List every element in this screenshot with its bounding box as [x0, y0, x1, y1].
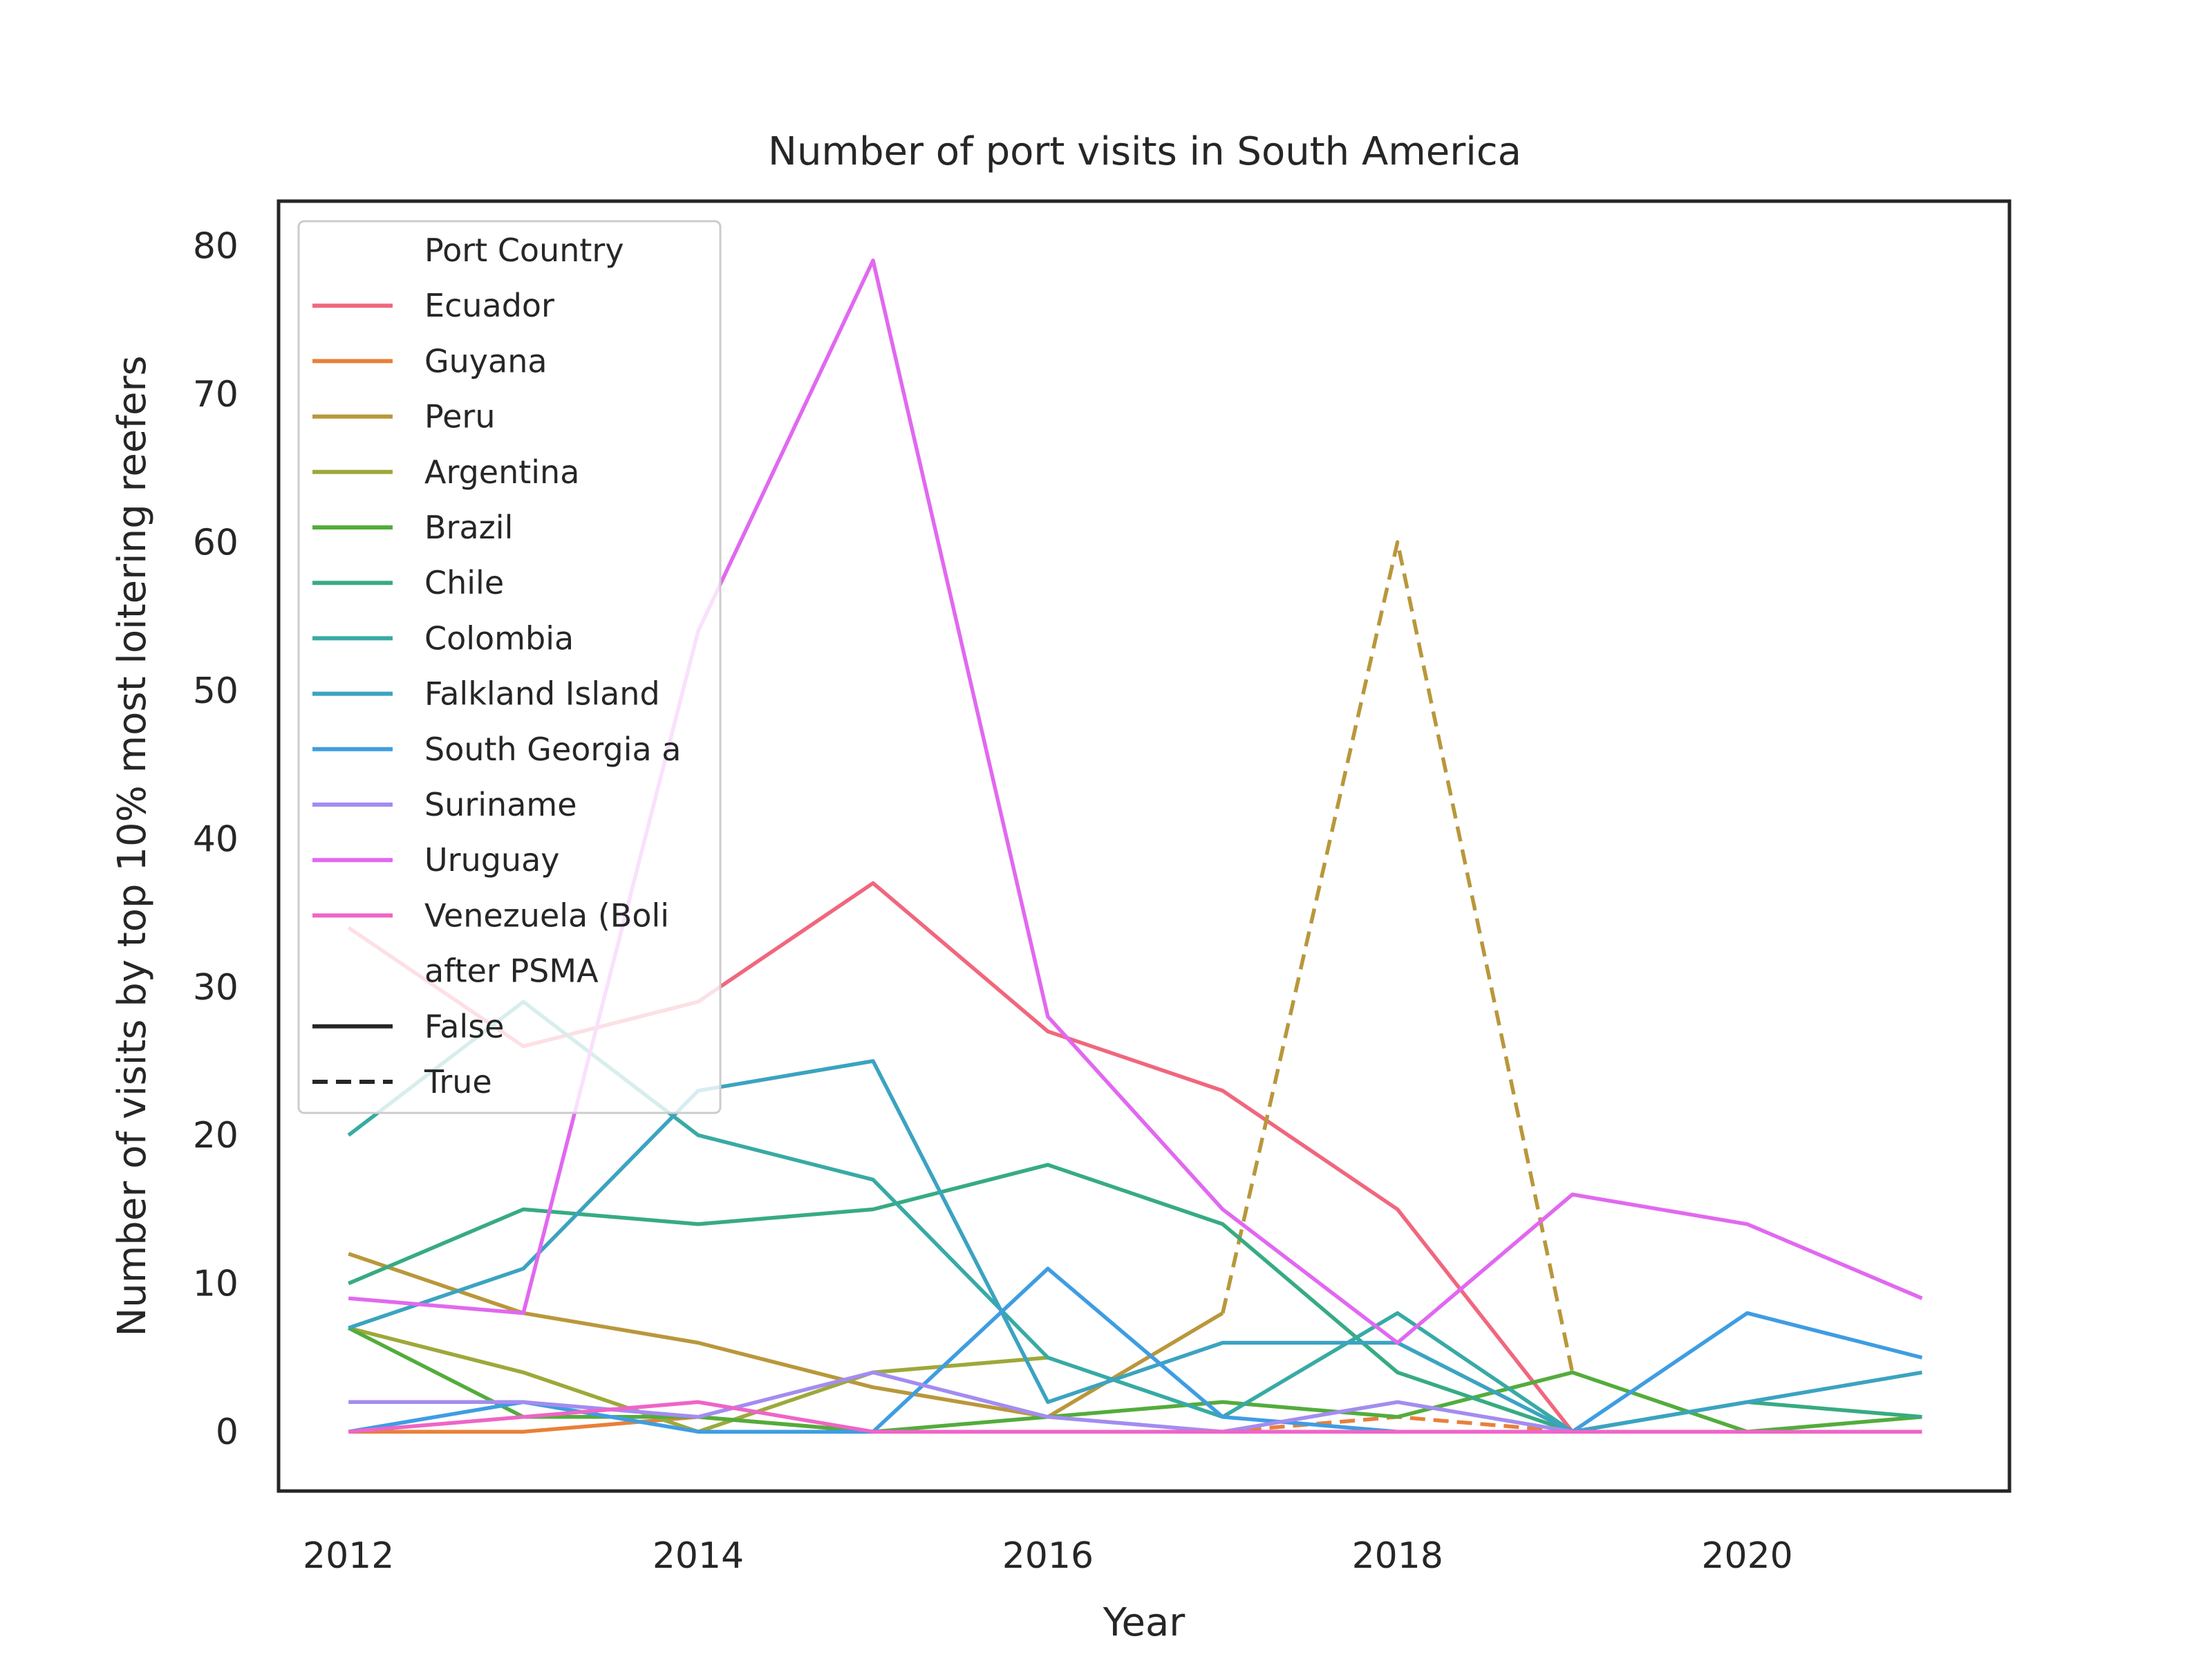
x-tick-label: 2016: [1002, 1535, 1094, 1577]
y-tick-label: 60: [193, 522, 238, 563]
legend-title-port-country: Port Country: [424, 232, 624, 269]
legend-style-label: False: [424, 1008, 504, 1045]
series-line-south-georgia-a: [348, 1266, 1923, 1434]
x-tick-label: 2012: [303, 1535, 394, 1577]
y-tick-labels: 0 10 20 30 40 50 60 70 80: [193, 225, 238, 1453]
legend-entries: Port Country Ecuador Guyana Peru Argentina Br…: [312, 232, 681, 1100]
x-tick-label: 2020: [1701, 1535, 1792, 1577]
legend-style-label: True: [424, 1063, 492, 1100]
legend-label: South Georgia a: [424, 731, 681, 768]
x-axis-label: Year: [1103, 1600, 1186, 1645]
y-tick-label: 20: [193, 1115, 238, 1156]
plot-area: 2012 2014 2016 2018 2020 0 10 20 30 40 50 60 70 80: [193, 199, 2012, 1577]
legend-label: Uruguay: [424, 841, 560, 879]
plot-frame: [276, 199, 2012, 1493]
series-line-falkland-island: [348, 1059, 1922, 1434]
x-tick-label: 2014: [653, 1535, 744, 1577]
legend-label: Brazil: [424, 509, 513, 546]
legend-box: [297, 220, 722, 1114]
legend: Port Country Ecuador Guyana Peru Argentina Br…: [297, 220, 722, 1114]
legend-label: Argentina: [424, 453, 579, 491]
x-tick-label: 2018: [1352, 1535, 1443, 1577]
x-tick-labels: 2012 2014 2016 2018 2020: [303, 1535, 1793, 1577]
legend-label: Suriname: [424, 786, 577, 823]
series-line-peru: [348, 1252, 1224, 1419]
legend-label: Chile: [424, 564, 504, 601]
y-tick-label: 50: [193, 671, 238, 712]
y-tick-label: 10: [193, 1264, 238, 1305]
y-tick-label: 80: [193, 225, 238, 267]
y-tick-label: 70: [193, 374, 238, 415]
chart-title: Number of port visits in South America: [768, 129, 1521, 174]
y-axis-label: Number of visits by top 10% most loiteri…: [110, 355, 155, 1336]
y-tick-label: 0: [216, 1412, 238, 1453]
legend-label: Peru: [424, 398, 495, 435]
series-line-peru-after-psma: [1221, 540, 1575, 1373]
y-tick-label: 30: [193, 967, 238, 1009]
legend-label: Ecuador: [424, 287, 554, 324]
legend-label: Venezuela (Boli: [424, 897, 669, 934]
legend-label: Guyana: [424, 342, 547, 379]
legend-label: Falkland Island: [424, 675, 660, 713]
legend-title-after-psma: after PSMA: [424, 953, 599, 990]
legend-label: Colombia: [424, 619, 574, 657]
series-line-suriname: [348, 1370, 1573, 1434]
y-tick-label: 40: [193, 818, 238, 860]
series-line-venezuela-boli: [348, 1400, 1922, 1434]
